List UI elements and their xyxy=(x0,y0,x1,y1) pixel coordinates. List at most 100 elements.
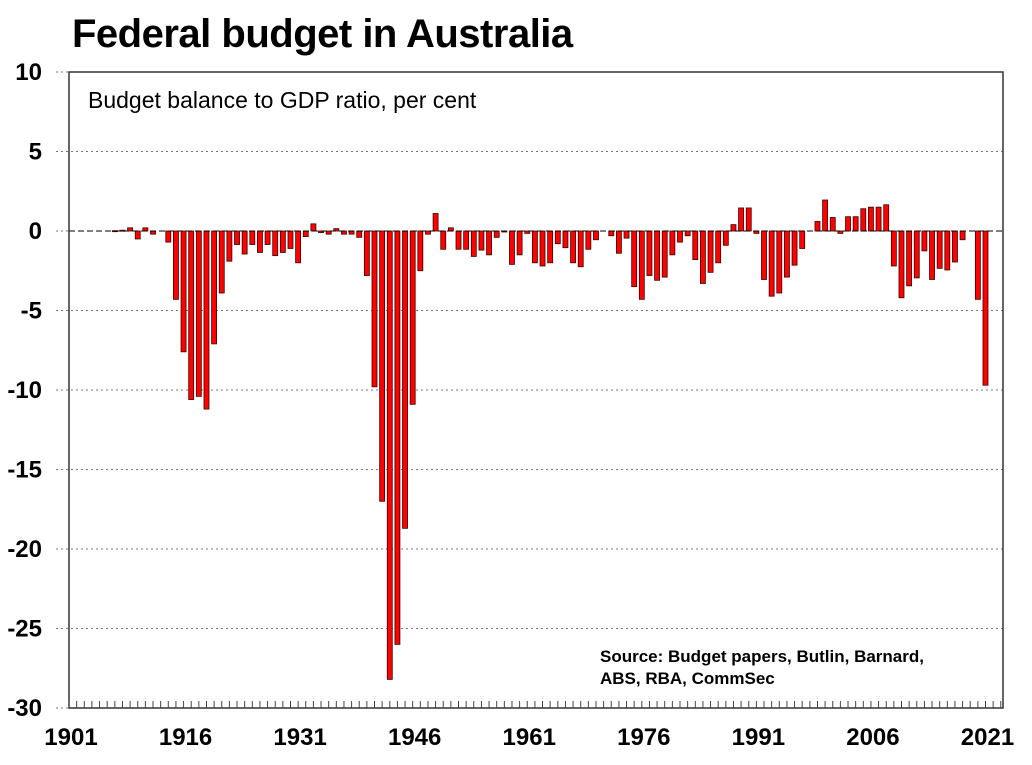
bar xyxy=(799,230,806,249)
bar xyxy=(455,230,462,250)
bar xyxy=(379,230,386,502)
y-tick-label: 5 xyxy=(29,139,42,166)
x-tick-label: 1901 xyxy=(44,724,97,751)
plot-frame xyxy=(68,71,1004,709)
bar xyxy=(547,230,554,264)
bar xyxy=(631,230,638,288)
bar xyxy=(890,230,897,267)
x-tick-label: 1991 xyxy=(732,724,785,751)
bar xyxy=(860,208,867,232)
bar xyxy=(188,230,195,400)
bar xyxy=(913,230,920,279)
bar xyxy=(845,216,851,232)
bar xyxy=(722,230,729,246)
bar xyxy=(929,230,935,280)
bar xyxy=(516,230,523,256)
bar xyxy=(761,230,767,280)
y-tick-label: -10 xyxy=(7,377,42,404)
bar xyxy=(784,230,790,278)
bar xyxy=(898,230,905,299)
bar xyxy=(402,230,408,529)
bar xyxy=(707,230,714,273)
bar xyxy=(677,230,683,243)
bar xyxy=(272,230,279,257)
bar xyxy=(234,230,240,245)
bar xyxy=(394,230,401,645)
bar xyxy=(333,228,340,232)
bar xyxy=(295,230,302,264)
x-tick-label: 1916 xyxy=(159,724,212,751)
bar xyxy=(684,230,691,237)
bar xyxy=(616,230,622,254)
bar xyxy=(593,230,599,241)
bar xyxy=(646,230,653,276)
bar xyxy=(982,230,989,386)
bar xyxy=(409,230,416,405)
bars xyxy=(111,199,989,680)
bar xyxy=(211,230,218,345)
bar xyxy=(134,230,141,240)
bar xyxy=(577,230,584,268)
bar xyxy=(218,230,225,294)
bar xyxy=(524,230,531,234)
y-tick-label: -25 xyxy=(7,616,42,643)
bar xyxy=(623,230,630,239)
bar xyxy=(730,224,737,232)
x-tick-label: 2021 xyxy=(961,724,1014,751)
bar xyxy=(738,207,744,232)
bar xyxy=(531,230,538,264)
bar xyxy=(371,230,378,388)
x-tick-label: 1946 xyxy=(388,724,441,751)
bar xyxy=(692,230,699,261)
bar xyxy=(700,230,706,284)
bar xyxy=(486,230,492,256)
bar xyxy=(837,230,844,234)
bar xyxy=(226,230,233,262)
x-tick-label: 1976 xyxy=(617,724,670,751)
x-tick-label: 1931 xyxy=(273,724,326,751)
bar xyxy=(654,230,660,281)
y-tick-label: -20 xyxy=(7,536,42,563)
bar xyxy=(180,230,187,353)
bar xyxy=(822,199,829,232)
x-axis-minor-ticks xyxy=(68,701,1002,708)
bar xyxy=(944,230,951,271)
gridlines xyxy=(56,71,1003,709)
y-axis-ticks: 10 5 0 -5 -10 -15 -20 -25 -30 xyxy=(7,59,42,722)
chart-title: Federal budget in Australia xyxy=(72,12,573,56)
bar xyxy=(791,230,798,266)
bar xyxy=(875,206,882,232)
source-line-2: ABS, RBA, CommSec xyxy=(600,669,775,688)
bar xyxy=(936,230,943,269)
bar xyxy=(768,230,775,297)
bar xyxy=(585,230,592,250)
bar xyxy=(386,230,393,680)
bar xyxy=(241,230,248,255)
bar xyxy=(165,230,172,243)
bar xyxy=(432,213,439,232)
bar xyxy=(883,204,890,232)
bar xyxy=(302,230,309,237)
y-tick-label: 0 xyxy=(29,218,42,245)
bar xyxy=(279,230,286,253)
bar xyxy=(715,230,722,264)
bar xyxy=(776,230,783,294)
bar xyxy=(661,230,668,278)
bar xyxy=(669,230,676,256)
y-tick-label: -5 xyxy=(21,298,42,325)
bar xyxy=(638,230,645,300)
bar xyxy=(127,227,133,232)
bar xyxy=(195,230,202,397)
bar xyxy=(203,230,210,410)
bar xyxy=(287,230,294,249)
bar xyxy=(959,230,966,241)
chart-subtitle: Budget balance to GDP ratio, per cent xyxy=(88,87,477,113)
bar xyxy=(921,230,928,252)
bar xyxy=(257,230,263,253)
bar xyxy=(463,230,470,250)
bar xyxy=(356,230,363,238)
bar xyxy=(440,230,447,250)
bar xyxy=(852,216,859,232)
bar xyxy=(829,217,836,232)
x-tick-label: 2006 xyxy=(846,724,899,751)
